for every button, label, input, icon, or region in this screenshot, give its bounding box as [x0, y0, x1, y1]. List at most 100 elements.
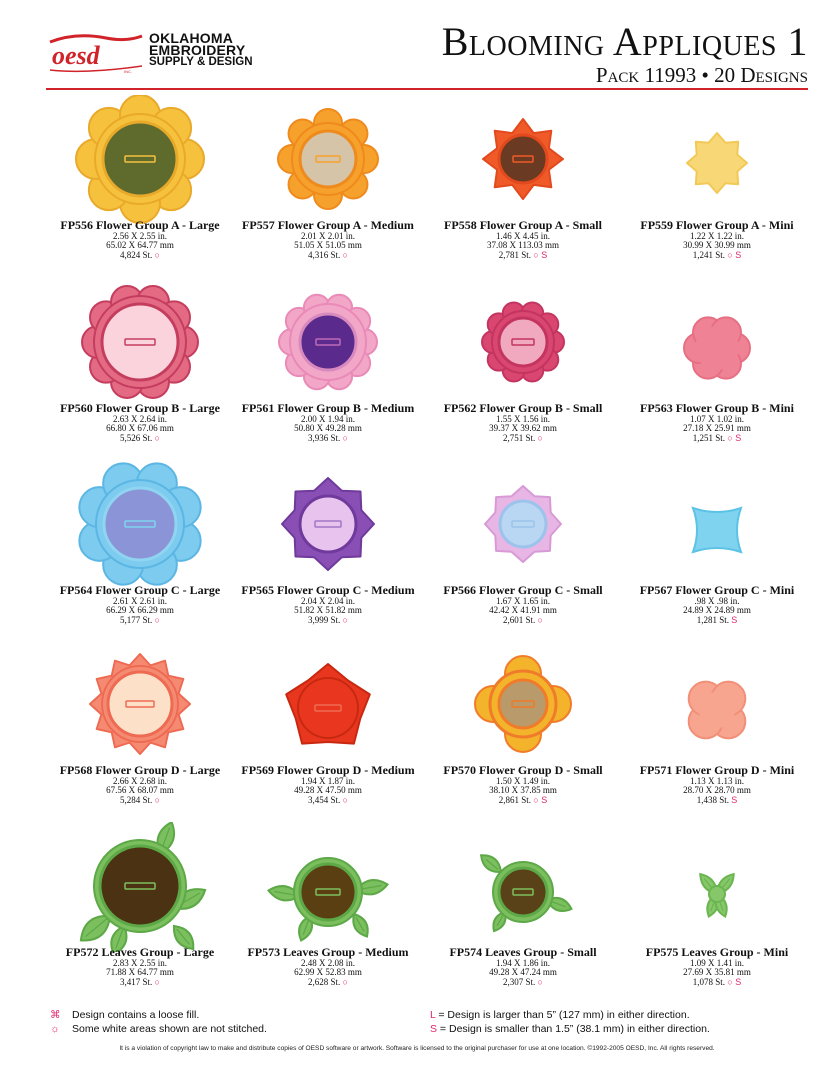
legend-large-text: = Design is larger than 5” (127 mm) in e… [435, 1009, 690, 1021]
design-stitch-count: 2,628 St. [308, 976, 341, 987]
design-size-mm: 42.42 X 41.91 mm [489, 605, 557, 615]
design-size-inches: 1.13 X 1.13 in. [690, 775, 744, 786]
applique-image [479, 854, 573, 933]
design-name: FP559 Flower Group A - Mini [640, 218, 794, 232]
design-name: FP562 Flower Group B - Small [443, 401, 603, 415]
design-size-inches: 1.22 X 1.22 in. [690, 230, 744, 241]
page-subtitle: Pack 11993 • 20 Designs [595, 63, 808, 87]
design-stitch-line: 4,316 St. ○ [223, 249, 433, 261]
design-marks: ○ [342, 432, 348, 443]
design-stitch-line: 3,454 St. ○ [223, 794, 433, 806]
design-size-mm: 62.99 X 52.83 mm [294, 967, 362, 977]
design-stitch-count: 3,454 St. [308, 794, 341, 805]
header-rule [46, 88, 808, 90]
design-stitch-line: 1,281 St. S [612, 614, 822, 626]
legend-small-text: = Design is smaller than 1.5” (38.1 mm) … [437, 1023, 710, 1035]
applique-image [691, 506, 743, 554]
design-stitch-line: 3,417 St. ○ [35, 977, 245, 988]
design-name: FP566 Flower Group C - Small [443, 583, 603, 597]
design-size-mm: 39.37 X 39.62 mm [489, 423, 557, 433]
design-caption: FP568 Flower Group D - Large 2.66 X 2.68 … [35, 764, 245, 805]
design-size-mm: 51.05 X 51.05 mm [294, 240, 362, 250]
design-marks: ○ [154, 249, 160, 260]
design-marks: ○ [154, 794, 160, 805]
design-caption: FP559 Flower Group A - Mini 1.22 X 1.22 i… [612, 219, 822, 260]
design-marks: ○ [154, 432, 160, 443]
design-size-mm: 28.70 X 28.70 mm [683, 785, 751, 795]
design-size-inches: 2.63 X 2.64 in. [113, 413, 167, 424]
design-marks: ○ S [533, 794, 548, 805]
design-caption: FP573 Leaves Group - Medium 2.48 X 2.08 i… [223, 946, 433, 987]
legend-white-areas: ☼ Some white areas shown are not stitched… [50, 1022, 267, 1036]
design-size-mm: 71.88 X 64.77 mm [106, 967, 174, 977]
design-stitch-count: 3,936 St. [308, 432, 341, 443]
design-stitch-count: 2,751 St. [503, 432, 536, 443]
design-name: FP572 Leaves Group - Large [65, 945, 215, 959]
applique-image [687, 680, 747, 740]
legend-left: ⌘ Design contains a loose fill. ☼ Some whi… [50, 1008, 267, 1036]
design-marks: ○ [342, 614, 348, 625]
design-name: FP571 Flower Group D - Mini [639, 763, 795, 777]
design-name: FP558 Flower Group A - Small [444, 218, 602, 232]
design-size-inches: 1.09 X 1.41 in. [690, 957, 744, 968]
design-name: FP557 Flower Group A - Medium [242, 218, 414, 232]
legend-small: S = Design is smaller than 1.5” (38.1 mm… [430, 1022, 710, 1036]
design-stitch-line: 1,241 St. ○ S [612, 249, 822, 261]
design-marks: S [731, 794, 738, 805]
applique-image [481, 301, 565, 383]
design-stitch-count: 1,078 St. [692, 976, 726, 987]
design-name: FP561 Flower Group B - Medium [241, 401, 415, 415]
applique-image [683, 316, 751, 380]
design-stitch-count: 5,526 St. [120, 432, 153, 443]
design-size-mm: 49.28 X 47.24 mm [489, 967, 557, 977]
applique-image [278, 293, 378, 391]
design-caption: FP571 Flower Group D - Mini 1.13 X 1.13 i… [612, 764, 822, 805]
applique-image [75, 95, 205, 224]
design-stitch-count: 2,601 St. [503, 614, 536, 625]
design-name: FP573 Leaves Group - Medium [247, 945, 409, 959]
design-size-inches: 1.55 X 1.56 in. [496, 413, 550, 424]
design-size-inches: 2.61 X 2.61 in. [113, 595, 167, 606]
design-size-inches: 1.50 X 1.49 in. [496, 775, 550, 786]
loose-fill-icon: ⌘ [50, 1009, 61, 1021]
design-stitch-line: 4,824 St. ○ [35, 249, 245, 261]
design-size-inches: 1.94 X 1.86 in. [496, 957, 550, 968]
design-stitch-count: 1,281 St. [696, 614, 729, 625]
design-name: FP574 Leaves Group - Small [449, 945, 597, 959]
design-stitch-line: 1,078 St. ○ S [612, 976, 822, 988]
design-size-inches: 2.83 X 2.55 in. [113, 957, 167, 968]
applique-image [482, 118, 564, 200]
design-size-inches: 2.00 X 1.94 in. [301, 413, 355, 424]
oesd-logo: oesd INC. OKLAHOMA EMBROIDERY SUPPLY & D… [46, 30, 256, 74]
design-marks: ○ S [727, 976, 742, 987]
design-size-inches: 1.46 X 4.45 in. [496, 230, 550, 241]
design-stitch-line: 1,438 St. S [612, 794, 822, 806]
design-stitch-count: 4,316 St. [308, 249, 341, 260]
design-name: FP565 Flower Group C - Medium [241, 583, 415, 597]
design-size-mm: 51.82 X 51.82 mm [294, 605, 362, 615]
design-marks: ○ [154, 614, 160, 625]
legend-right: L = Design is larger than 5” (127 mm) in… [430, 1008, 710, 1036]
design-size-inches: 1.67 X 1.65 in. [496, 595, 550, 606]
design-caption: FP570 Flower Group D - Small 1.50 X 1.49 … [418, 764, 628, 805]
legend-large: L = Design is larger than 5” (127 mm) in… [430, 1008, 710, 1022]
logo-mark-small: INC. [124, 69, 132, 74]
small-letter: S [430, 1023, 438, 1035]
design-size-inches: 2.66 X 2.68 in. [113, 775, 167, 786]
design-marks: ○ [342, 249, 348, 260]
design-caption: FP564 Flower Group C - Large 2.61 X 2.61 … [35, 584, 245, 625]
design-stitch-line: 1,251 St. ○ S [612, 432, 822, 444]
design-stitch-count: 1,241 St. [692, 249, 726, 260]
design-stitch-line: 2,601 St. ○ [418, 614, 628, 626]
design-marks: ○ S [727, 432, 742, 443]
design-name: FP575 Leaves Group - Mini [645, 945, 789, 959]
applique-image [277, 108, 379, 210]
design-caption: FP560 Flower Group B - Large 2.63 X 2.64 … [35, 402, 245, 443]
applique-image [266, 857, 390, 942]
design-name: FP556 Flower Group A - Large [60, 218, 220, 232]
design-caption: FP562 Flower Group B - Small 1.55 X 1.56 … [418, 402, 628, 443]
design-stitch-count: 1,251 St. [692, 432, 726, 443]
design-size-inches: .98 X .98 in. [694, 595, 740, 606]
design-stitch-count: 5,177 St. [120, 614, 153, 625]
applique-image [81, 285, 199, 399]
